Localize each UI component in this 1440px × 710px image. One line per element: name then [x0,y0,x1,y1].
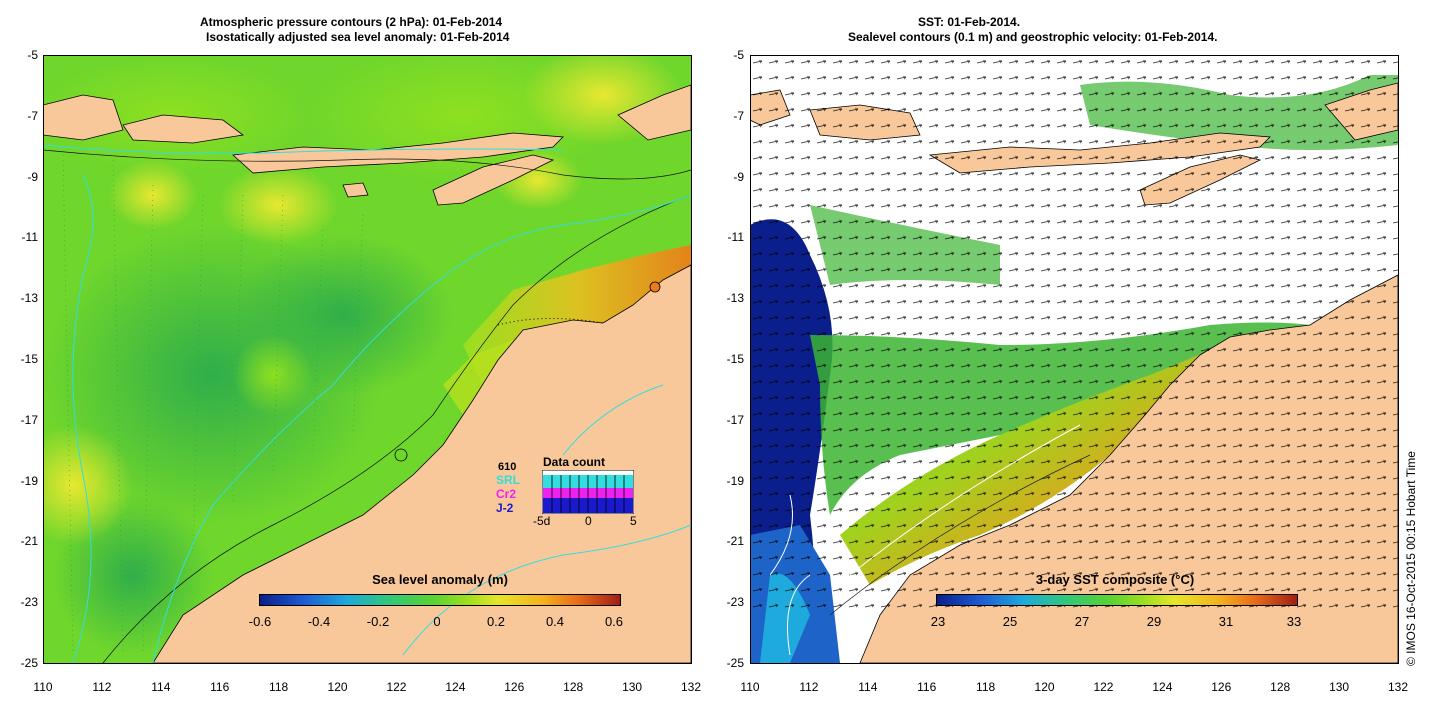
sst-colorbar-label: 25 [1002,614,1018,629]
sst-xtick: 124 [1152,680,1173,694]
sla-colorbar-label: 0.2 [486,614,506,629]
geostrophic-velocity-arrows [750,55,1398,615]
sst-ytick: -7 [733,108,744,123]
sst-xtick: 126 [1211,680,1232,694]
sst-ytick: -5 [733,48,744,62]
data-count-axis-end: 5 [630,514,637,528]
sla-xtick: 120 [327,680,348,694]
data-count-chart [542,470,634,514]
data-count-bars [543,475,633,513]
sst-ytick: -21 [726,534,744,549]
sst-xtick: 132 [1387,680,1409,694]
sla-xtick: 114 [151,680,171,694]
sst-colorbar-label: 23 [930,614,946,629]
sst-colorbar [936,594,1298,606]
imos-credit: © IMOS 16-Oct-2015 00:15 Hobart Time [1404,451,1418,666]
sla-ytick: -23 [20,595,38,610]
sla-ytick: -17 [20,412,38,427]
data-count-sat-cr2: Cr2 [496,487,517,501]
sst-colorbar-label: 29 [1146,614,1162,629]
data-count-title: Data count [543,455,606,469]
sla-colorbar-label: 0.6 [604,614,624,629]
sla-xtick: 110 [33,680,53,694]
sla-colorbar-label: -0.4 [307,614,331,629]
sst-ytick: -25 [726,656,744,670]
sla-ytick: -15 [20,352,38,366]
sla-ytick: -21 [20,534,38,549]
right-title-line1: SST: 01-Feb-2014. [918,15,1021,29]
sla-colorbar-label: -0.6 [248,614,272,629]
sst-xtick: 110 [740,680,760,694]
sla-colorbar [259,594,621,606]
sst-ytick: -17 [726,412,744,427]
sla-xtick: 130 [622,680,643,694]
sst-xtick: 116 [917,680,937,694]
sst-colorbar-label: 33 [1286,614,1302,629]
sla-xtick: 116 [210,680,230,694]
sla-colorbar-label: 0.4 [545,614,565,629]
sla-xtick: 126 [504,680,525,694]
sla-ytick: -13 [20,291,38,306]
sla-map-svg [43,55,691,663]
sla-ytick: -11 [21,230,38,245]
sla-xtick: 118 [269,680,289,694]
data-count-axis-start: -5d [533,514,551,528]
sla-ytick: -5 [27,48,38,62]
sst-colorbar-label: 31 [1218,614,1234,629]
data-count-max: 610 [498,461,517,473]
sst-map-svg [750,55,1398,663]
sla-xtick: 132 [680,680,702,694]
sst-ytick: -15 [726,352,744,366]
sea-level-anomaly-map [43,55,691,663]
sst-map [750,55,1398,663]
data-count-sat-srl: SRL [496,473,520,487]
sst-ytick: -9 [733,169,744,184]
sst-map-frame [750,55,1399,664]
australia-landmass [152,264,691,663]
sla-ytick: -7 [27,108,38,123]
sla-xtick: 112 [92,680,112,694]
sst-xtick: 128 [1270,680,1291,694]
sst-ytick: -13 [726,291,744,306]
sla-colorbar-label: -0.2 [366,614,390,629]
left-title-line1: Atmospheric pressure contours (2 hPa): 0… [200,15,503,29]
sla-map-frame [43,55,692,664]
sla-ytick: -25 [20,656,38,670]
right-title-line2: Sealevel contours (0.1 m) and geostrophi… [848,30,1218,44]
sst-xtick: 130 [1329,680,1350,694]
sla-xtick: 128 [563,680,584,694]
sla-colorbar-title: Sea level anomaly (m) [372,572,508,587]
left-title-line2: Isostatically adjusted sea level anomaly… [206,30,510,44]
sla-ytick: -9 [27,169,38,184]
sst-colorbar-label: 27 [1074,614,1090,629]
sst-ytick: -19 [726,473,744,488]
sla-colorbar-label: 0 [433,614,441,629]
sst-xtick: 120 [1034,680,1055,694]
sst-xtick: 114 [858,680,878,694]
sst-xtick: 112 [799,680,819,694]
sla-xtick: 124 [445,680,466,694]
sla-ytick: -19 [20,473,38,488]
data-count-sat-j2: J-2 [496,501,514,515]
sst-ytick: -23 [726,595,744,610]
sst-xtick: 118 [976,680,996,694]
data-count-axis-mid: 0 [585,514,592,528]
sla-xtick: 122 [386,680,407,694]
sst-colorbar-title: 3-day SST composite (°C) [1035,572,1195,587]
sst-xtick: 122 [1093,680,1114,694]
sst-ytick: -11 [727,230,744,245]
